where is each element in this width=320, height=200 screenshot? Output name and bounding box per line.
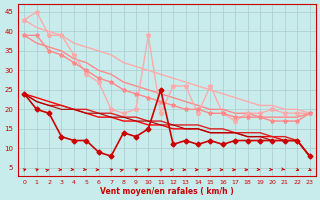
X-axis label: Vent moyen/en rafales ( km/h ): Vent moyen/en rafales ( km/h ) — [100, 187, 234, 196]
